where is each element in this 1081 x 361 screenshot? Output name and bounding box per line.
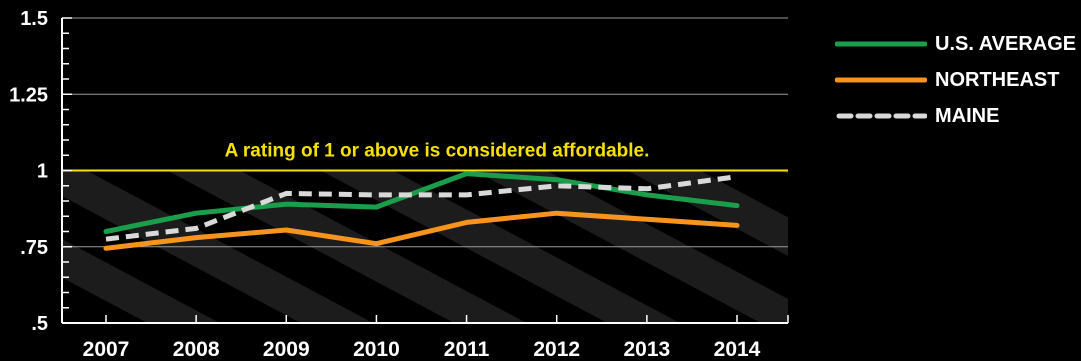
- x-tick-label-2008: 2008: [173, 338, 220, 361]
- y-tick-label-p5: .5: [31, 313, 48, 335]
- x-tick-label-2013: 2013: [623, 338, 670, 361]
- legend-label-northeast: NORTHEAST: [935, 68, 1060, 91]
- legend-item-us-average: U.S. AVERAGE: [835, 26, 1076, 62]
- y-axis-labels: .5 .75 1 1.25 1.5: [9, 8, 48, 335]
- y-tick-label-1: 1: [37, 161, 48, 183]
- y-tick-label-1p25: 1.25: [9, 84, 48, 106]
- x-tick-label-2014: 2014: [714, 338, 761, 361]
- x-tick-label-2010: 2010: [353, 338, 400, 361]
- axes: [61, 17, 789, 324]
- legend-swatch-northeast: [835, 77, 927, 83]
- y-tick-label-p75: .75: [20, 237, 48, 259]
- threshold-annotation: A rating of 1 or above is considered aff…: [225, 141, 650, 162]
- legend-label-us-average: U.S. AVERAGE: [935, 32, 1077, 55]
- legend-swatch-us-average: [835, 41, 927, 47]
- legend-item-maine: MAINE: [835, 98, 1076, 134]
- x-tick-label-2012: 2012: [533, 338, 580, 361]
- series-lines: [103, 171, 740, 251]
- series-line-u-s-average: [103, 171, 740, 234]
- x-tick-label-2009: 2009: [263, 338, 310, 361]
- x-tick-label-2011: 2011: [444, 338, 490, 361]
- y-tick-label-1p5: 1.5: [20, 8, 48, 30]
- series-line-northeast: [103, 210, 740, 251]
- legend: U.S. AVERAGE NORTHEAST MAINE: [835, 26, 1076, 134]
- legend-item-northeast: NORTHEAST: [835, 62, 1076, 98]
- legend-swatch-maine: [836, 113, 927, 119]
- series-line-maine: [105, 174, 738, 242]
- x-axis-labels: 2007 2008 2009 2010 2011 2012 2013 2014: [83, 338, 761, 361]
- legend-label-maine: MAINE: [935, 104, 1000, 127]
- x-tick-label-2007: 2007: [83, 338, 130, 361]
